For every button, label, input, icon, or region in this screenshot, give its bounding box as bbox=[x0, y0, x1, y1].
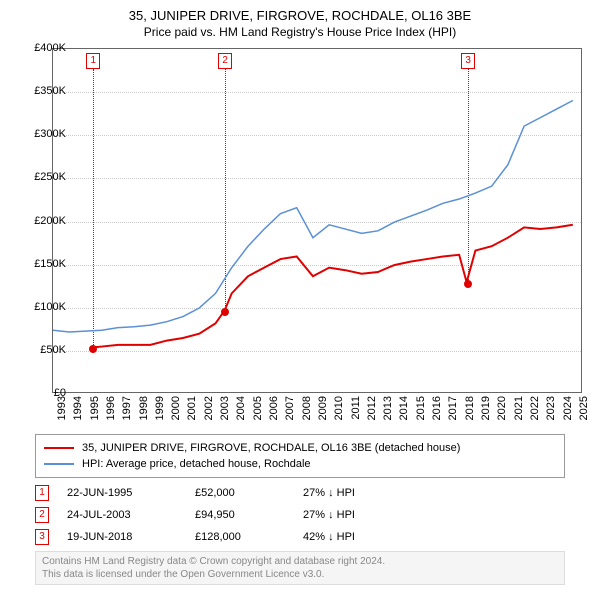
x-axis-label: 2022 bbox=[529, 396, 541, 420]
event-row: 2 24-JUL-2003 £94,950 27% ↓ HPI bbox=[35, 504, 565, 526]
footer-line: This data is licensed under the Open Gov… bbox=[42, 568, 558, 581]
x-axis-label: 2000 bbox=[170, 396, 182, 420]
chart-marker-badge: 3 bbox=[461, 53, 475, 69]
legend-label: HPI: Average price, detached house, Roch… bbox=[82, 458, 311, 470]
chart-title: 35, JUNIPER DRIVE, FIRGROVE, ROCHDALE, O… bbox=[0, 0, 600, 23]
x-axis-label: 1997 bbox=[121, 396, 133, 420]
line-series-svg bbox=[53, 49, 581, 392]
x-axis-label: 1995 bbox=[89, 396, 101, 420]
x-axis-label: 2025 bbox=[578, 396, 590, 420]
chart-marker-dot bbox=[221, 308, 229, 316]
footer-line: Contains HM Land Registry data © Crown c… bbox=[42, 555, 558, 568]
x-axis-label: 2020 bbox=[496, 396, 508, 420]
x-axis-label: 2003 bbox=[219, 396, 231, 420]
event-price: £128,000 bbox=[195, 531, 285, 543]
x-axis-label: 2009 bbox=[317, 396, 329, 420]
chart-subtitle: Price paid vs. HM Land Registry's House … bbox=[0, 23, 600, 45]
x-axis-label: 2007 bbox=[284, 396, 296, 420]
x-axis-label: 1993 bbox=[56, 396, 68, 420]
x-axis-label: 1998 bbox=[138, 396, 150, 420]
x-axis-label: 2016 bbox=[431, 396, 443, 420]
x-axis-label: 1999 bbox=[154, 396, 166, 420]
event-date: 22-JUN-1995 bbox=[67, 487, 177, 499]
x-axis-label: 1996 bbox=[105, 396, 117, 420]
x-axis-label: 2012 bbox=[366, 396, 378, 420]
x-axis-label: 2017 bbox=[447, 396, 459, 420]
event-row: 3 19-JUN-2018 £128,000 42% ↓ HPI bbox=[35, 526, 565, 548]
legend-label: 35, JUNIPER DRIVE, FIRGROVE, ROCHDALE, O… bbox=[82, 442, 460, 454]
x-axis-label: 2006 bbox=[268, 396, 280, 420]
chart-marker-dot bbox=[89, 345, 97, 353]
event-date: 19-JUN-2018 bbox=[67, 531, 177, 543]
event-date: 24-JUL-2003 bbox=[67, 509, 177, 521]
event-marker-badge: 3 bbox=[35, 529, 49, 545]
event-list: 1 22-JUN-1995 £52,000 27% ↓ HPI 2 24-JUL… bbox=[35, 482, 565, 548]
x-axis-label: 2011 bbox=[350, 396, 362, 420]
legend-swatch bbox=[44, 463, 74, 465]
event-delta: 27% ↓ HPI bbox=[303, 487, 403, 499]
x-axis-label: 2010 bbox=[333, 396, 345, 420]
x-axis-label: 2014 bbox=[398, 396, 410, 420]
series-property bbox=[93, 225, 573, 348]
chart-marker-dot bbox=[464, 280, 472, 288]
x-axis-label: 2002 bbox=[203, 396, 215, 420]
plot-area: 1 2 3 bbox=[52, 48, 582, 393]
chart-marker-badge: 1 bbox=[86, 53, 100, 69]
attribution-footer: Contains HM Land Registry data © Crown c… bbox=[35, 551, 565, 585]
event-marker-badge: 1 bbox=[35, 485, 49, 501]
legend-swatch bbox=[44, 447, 74, 449]
event-price: £94,950 bbox=[195, 509, 285, 521]
legend-box: 35, JUNIPER DRIVE, FIRGROVE, ROCHDALE, O… bbox=[35, 434, 565, 478]
legend-item: 35, JUNIPER DRIVE, FIRGROVE, ROCHDALE, O… bbox=[44, 440, 556, 456]
x-axis-label: 2001 bbox=[186, 396, 198, 420]
x-axis-label: 2021 bbox=[513, 396, 525, 420]
x-axis-label: 2008 bbox=[301, 396, 313, 420]
event-marker-badge: 2 bbox=[35, 507, 49, 523]
x-axis-label: 2013 bbox=[382, 396, 394, 420]
event-row: 1 22-JUN-1995 £52,000 27% ↓ HPI bbox=[35, 482, 565, 504]
chart-container: 35, JUNIPER DRIVE, FIRGROVE, ROCHDALE, O… bbox=[0, 0, 600, 590]
x-axis-label: 1994 bbox=[72, 396, 84, 420]
chart-marker-badge: 2 bbox=[218, 53, 232, 69]
event-price: £52,000 bbox=[195, 487, 285, 499]
event-delta: 27% ↓ HPI bbox=[303, 509, 403, 521]
x-axis-label: 2005 bbox=[252, 396, 264, 420]
event-delta: 42% ↓ HPI bbox=[303, 531, 403, 543]
x-axis-label: 2024 bbox=[562, 396, 574, 420]
x-axis-label: 2004 bbox=[235, 396, 247, 420]
x-axis-label: 2023 bbox=[545, 396, 557, 420]
x-axis-label: 2018 bbox=[464, 396, 476, 420]
series-hpi bbox=[53, 100, 573, 331]
x-axis-label: 2019 bbox=[480, 396, 492, 420]
x-axis-label: 2015 bbox=[415, 396, 427, 420]
legend-item: HPI: Average price, detached house, Roch… bbox=[44, 456, 556, 472]
